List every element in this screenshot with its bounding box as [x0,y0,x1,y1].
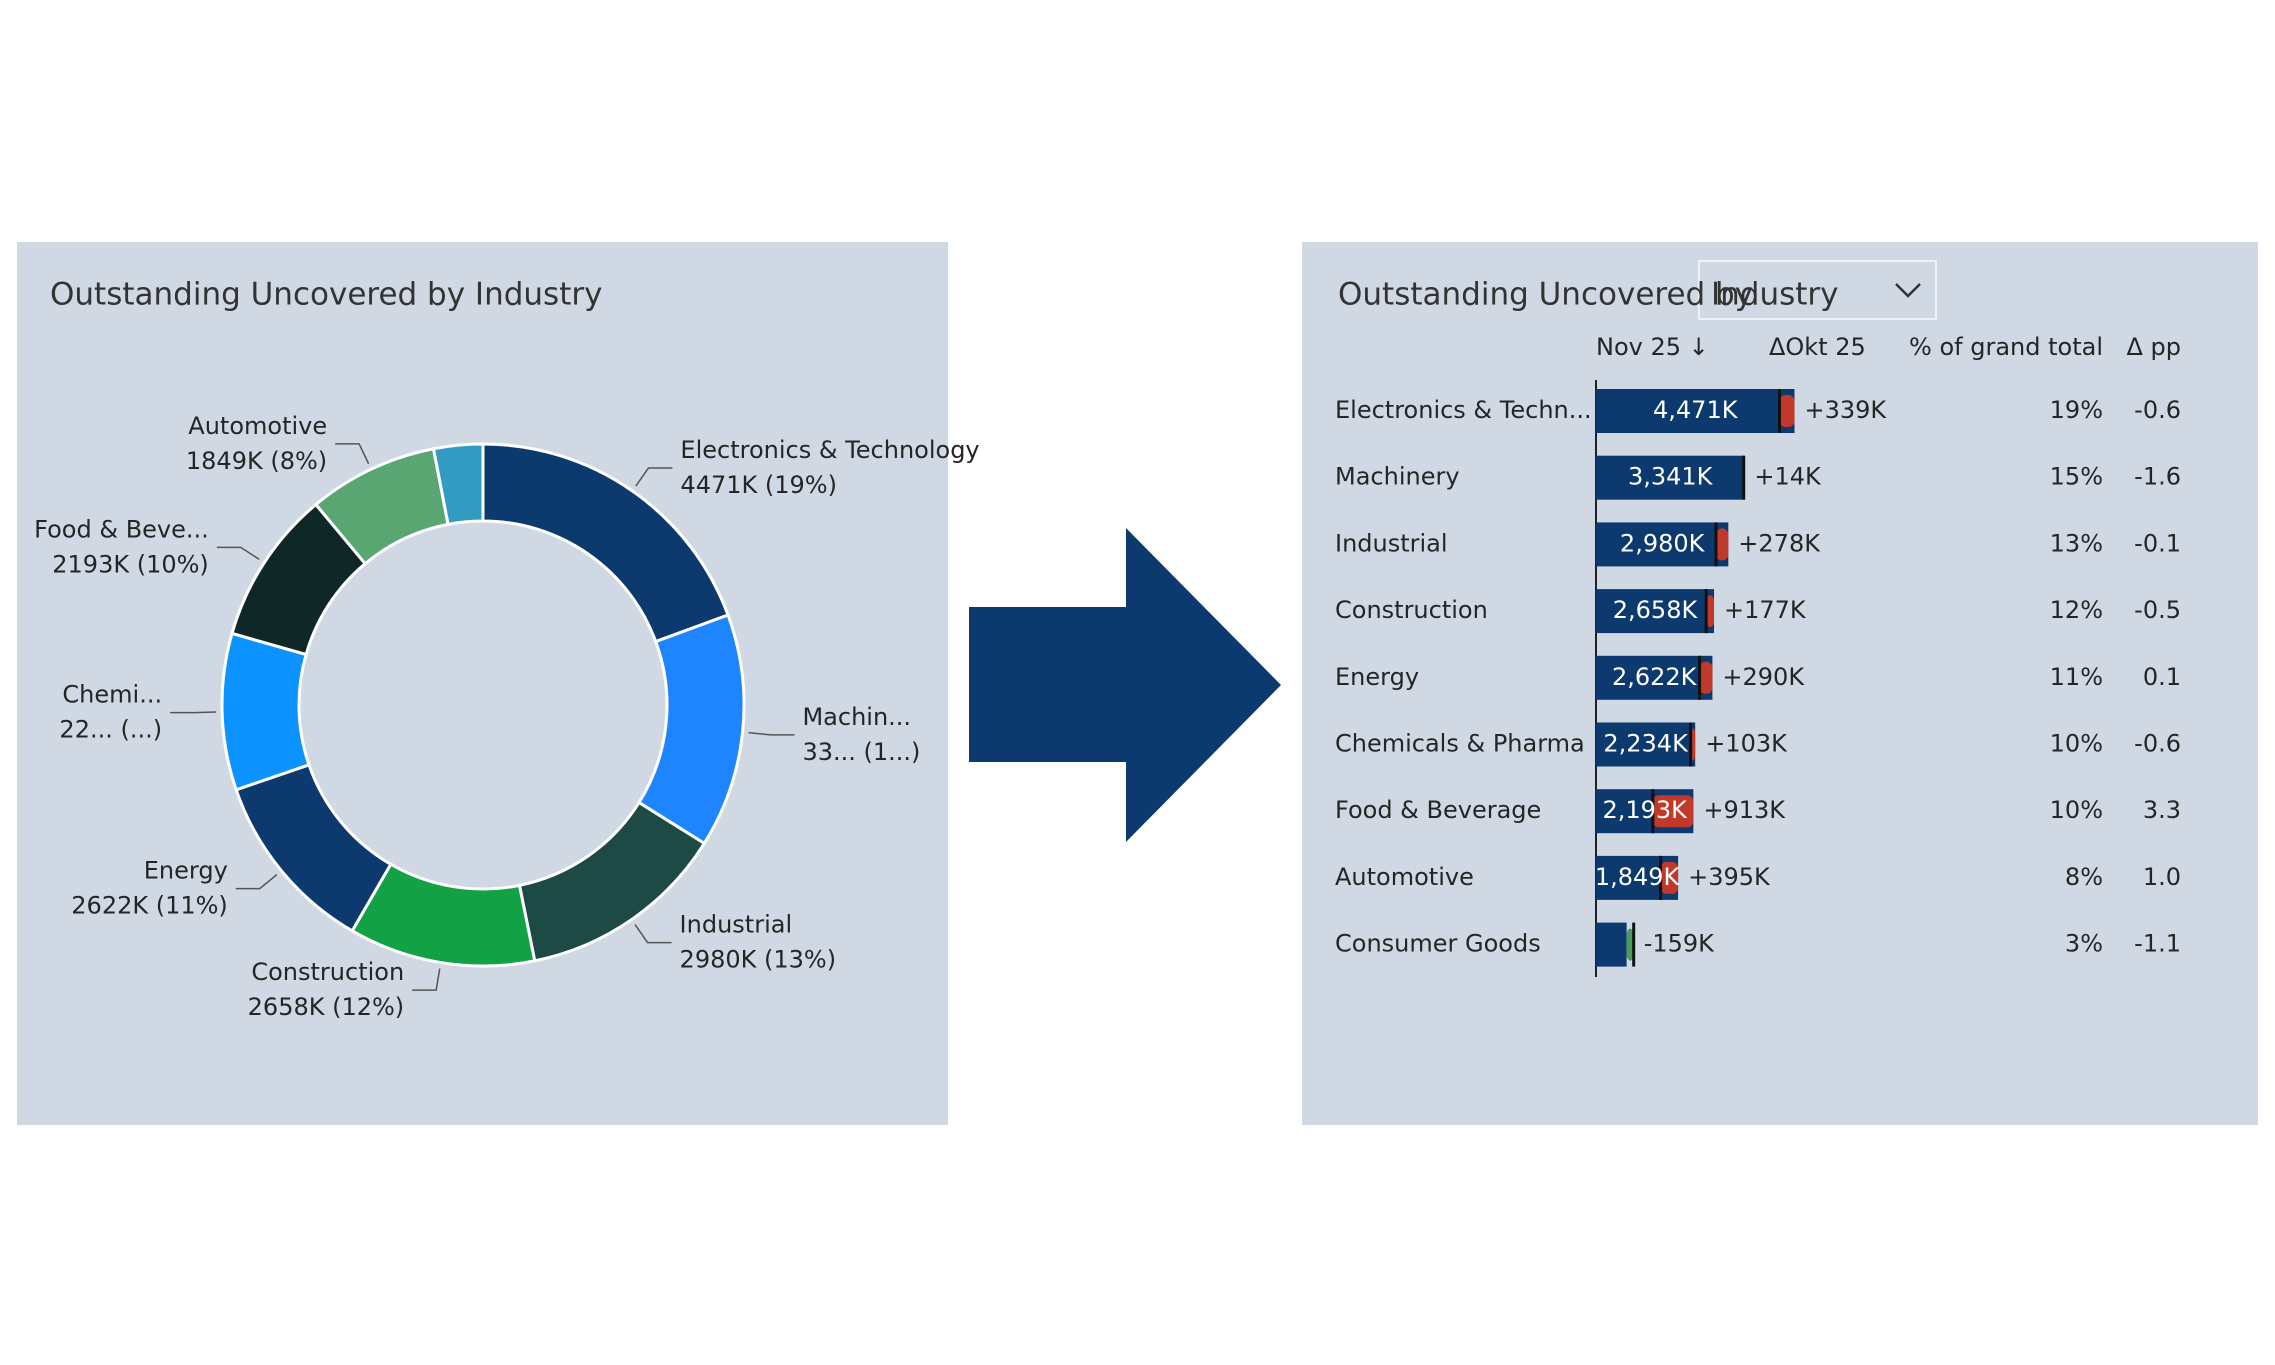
delta-bar [1652,795,1694,828]
slice-label: Electronics & Technology [680,436,979,464]
donut-slice [431,442,485,527]
pp-label: -1.1 [2134,930,2181,958]
chart-title: Outstanding Uncovered by [1338,277,1753,313]
delta-bar [1699,661,1713,694]
leader-line [634,924,672,944]
bar-value-label: 2,658K [1613,596,1699,624]
row-label: Consumer Goods [1335,930,1541,958]
pp-label: -0.1 [2134,529,2181,557]
leader-line [235,874,278,890]
dropdown-box[interactable] [1698,260,1937,320]
chart-title: Outstanding Uncovered by Industry [50,277,602,313]
slice-label: Machin... [802,703,911,731]
pp-label: -0.6 [2134,396,2181,424]
slice-label: Food & Beve... [34,515,209,543]
slice-label: Energy [144,857,228,885]
share-label: 3% [2065,930,2103,958]
leader-line [170,711,217,714]
delta-label: +278K [1738,529,1821,557]
share-label: 8% [2065,863,2103,891]
share-label: 15% [2050,463,2103,491]
leader-line [412,968,441,991]
bar-value-label: 4,471K [1653,396,1739,424]
slice-label: Industrial [680,911,793,939]
delta-label: +177K [1724,596,1807,624]
delta-bar [1779,395,1795,427]
row-label: Machinery [1335,463,1460,491]
leader-line [335,443,370,465]
row-label: Automotive [1335,863,1474,891]
column-header: ΔOkt 25 [1769,333,1866,361]
delta-label: +14K [1754,463,1822,491]
column-header: % of grand total [1909,333,2103,361]
bar-value-label: 2,980K [1620,529,1706,557]
pp-label: -0.5 [2134,596,2181,624]
bar-value-label: 2,234K [1603,730,1689,758]
delta-label: +290K [1722,663,1805,691]
bar-value-label: 2,622K [1612,663,1698,691]
row-label: Chemicals & Pharma [1335,730,1585,758]
column-header: Nov 25 ↓ [1596,333,1709,361]
bar-value-label: 3,341K [1628,463,1714,491]
delta-label: -159K [1644,930,1715,958]
slice-label: Automotive [188,412,327,440]
column-header: Δ pp [2126,333,2181,361]
row-label: Electronics & Techn... [1335,396,1592,424]
delta-label: +913K [1703,796,1786,824]
share-label: 12% [2050,596,2103,624]
delta-bar [1706,595,1715,628]
row-label: Industrial [1335,529,1448,557]
share-label: 10% [2050,796,2103,824]
share-label: 10% [2050,730,2103,758]
slice-value-label: 4471K (19%) [680,471,837,499]
share-label: 19% [2050,396,2103,424]
slice-label: Chemi... [62,681,162,709]
pp-label: -1.6 [2134,463,2181,491]
delta-label: +395K [1688,863,1771,891]
share-label: 11% [2050,663,2103,691]
dropdown-chevron[interactable] [1895,283,1921,298]
bar-value-label: 2,193K [1602,796,1688,824]
pp-label: -0.6 [2134,730,2181,758]
slice-value-label: 2980K (13%) [680,946,837,974]
bar [1596,922,1627,967]
slice-value-label: 1849K (8%) [186,447,327,475]
slice-value-label: 2193K (10%) [52,550,209,578]
donut-slice [220,631,311,792]
leader-line [748,731,795,736]
bar-value-label: 1,849K [1595,863,1681,891]
slice-value-label: 2622K (11%) [71,892,228,920]
pp-label: 0.1 [2143,663,2181,691]
delta-label: +339K [1805,396,1888,424]
pp-label: 1.0 [2143,863,2181,891]
slice-value-label: 2658K (12%) [248,993,405,1021]
row-label: Energy [1335,663,1419,691]
bar [1596,722,1696,767]
bar [1596,589,1715,634]
arrow [969,528,1281,842]
bar [1596,389,1795,433]
row-label: Food & Beverage [1335,796,1541,824]
bar [1596,455,1745,500]
slice-label: Construction [251,958,404,986]
bar [1596,655,1713,700]
slice-value-label: 22... (...) [59,716,162,744]
delta-label: +103K [1705,730,1788,758]
row-label: Construction [1335,596,1488,624]
share-label: 13% [2050,529,2103,557]
leader-line [635,467,673,487]
dropdown-value: Industry [1711,277,1839,313]
delta-bar [1715,528,1729,561]
bar [1596,522,1729,567]
donut-panel [17,242,948,1125]
pp-label: 3.3 [2143,796,2181,824]
delta-bar [1660,861,1679,894]
delta-bar [1626,928,1634,961]
leader-line [216,546,260,560]
slice-value-label: 33... (1...) [802,738,920,766]
